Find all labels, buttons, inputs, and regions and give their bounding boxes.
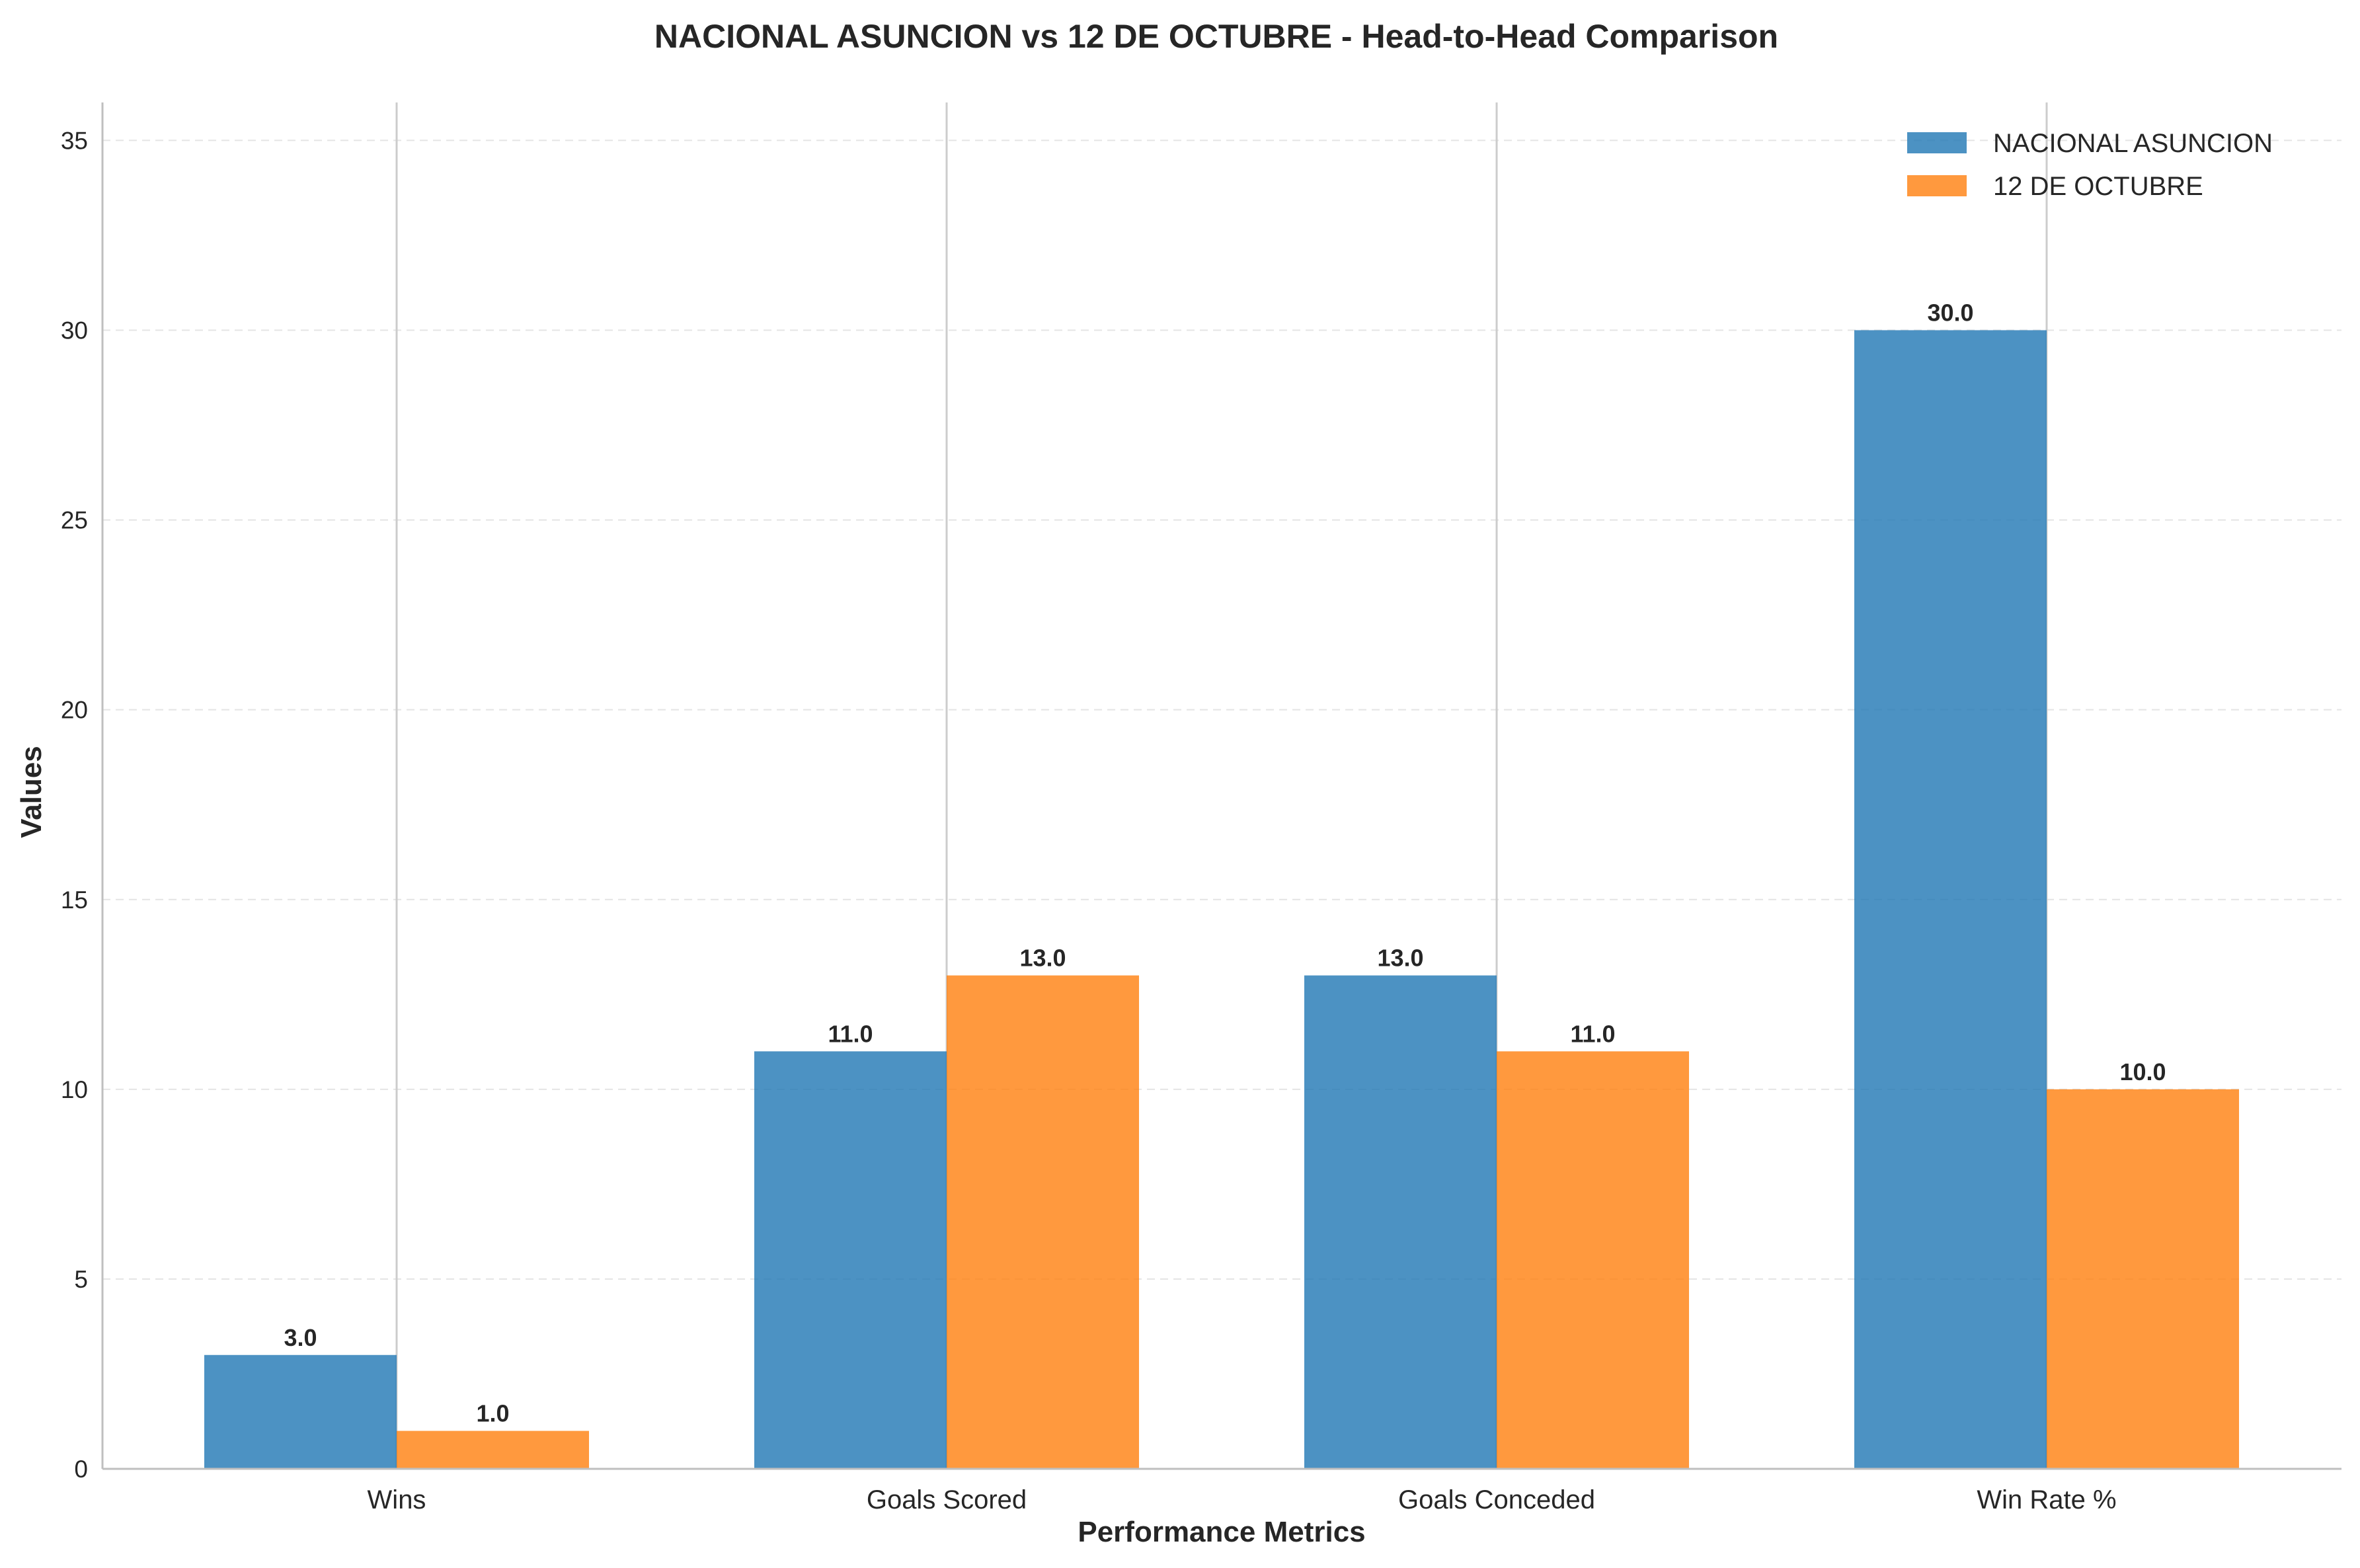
data-label: 13.0 [1019,945,1066,972]
x-tick-label: Win Rate % [1977,1485,2116,1514]
data-label: 1.0 [476,1400,509,1427]
bar-series-1-win-rate- [1854,330,2047,1469]
bars-layer [204,330,2239,1469]
x-tick-label: Wins [368,1485,426,1514]
labels-layer: 0 5 10 15 20 25 30 35 3.0 11.0 13.0 30.0 1.0 13.0 11.0… [61,127,2166,1514]
data-label: 13.0 [1377,945,1423,972]
y-tick-label: 25 [61,507,88,534]
bar-series-2-wins [397,1431,589,1469]
legend: NACIONAL ASUNCION 12 DE OCTUBRE [1907,129,2273,201]
bar-series-2-goals-scored [947,975,1139,1469]
y-axis-label: Values [15,746,48,838]
y-tick-label: 5 [74,1266,88,1293]
legend-swatch [1907,175,1967,196]
x-tick-label: Goals Scored [867,1485,1027,1514]
axes-layer [101,102,2341,1470]
bar-series-1-wins [204,1354,397,1469]
y-tick-label: 10 [61,1076,88,1103]
bar-series-1-goals-conceded [1304,975,1497,1469]
data-label: 3.0 [284,1324,317,1351]
bar-series-1-goals-scored [754,1051,947,1469]
chart-title: NACIONAL ASUNCION vs 12 DE OCTUBRE - Hea… [654,18,1778,55]
legend-label: NACIONAL ASUNCION [1993,129,2273,158]
x-tick-label: Goals Conceded [1398,1485,1595,1514]
bar-series-2-goals-conceded [1497,1051,1689,1469]
legend-label: 12 DE OCTUBRE [1993,172,2203,201]
bar-series-2-win-rate- [2047,1089,2239,1469]
x-axis-label: Performance Metrics [1078,1516,1365,1548]
data-label: 10.0 [2119,1058,2166,1085]
data-label: 30.0 [1927,299,1973,327]
y-tick-label: 30 [61,317,88,344]
data-label: 11.0 [828,1020,873,1047]
y-tick-label: 15 [61,886,88,914]
y-tick-label: 35 [61,127,88,154]
y-tick-label: 20 [61,697,88,724]
y-tick-label: 0 [74,1456,88,1483]
data-label: 11.0 [1570,1020,1615,1047]
legend-swatch [1907,132,1967,153]
